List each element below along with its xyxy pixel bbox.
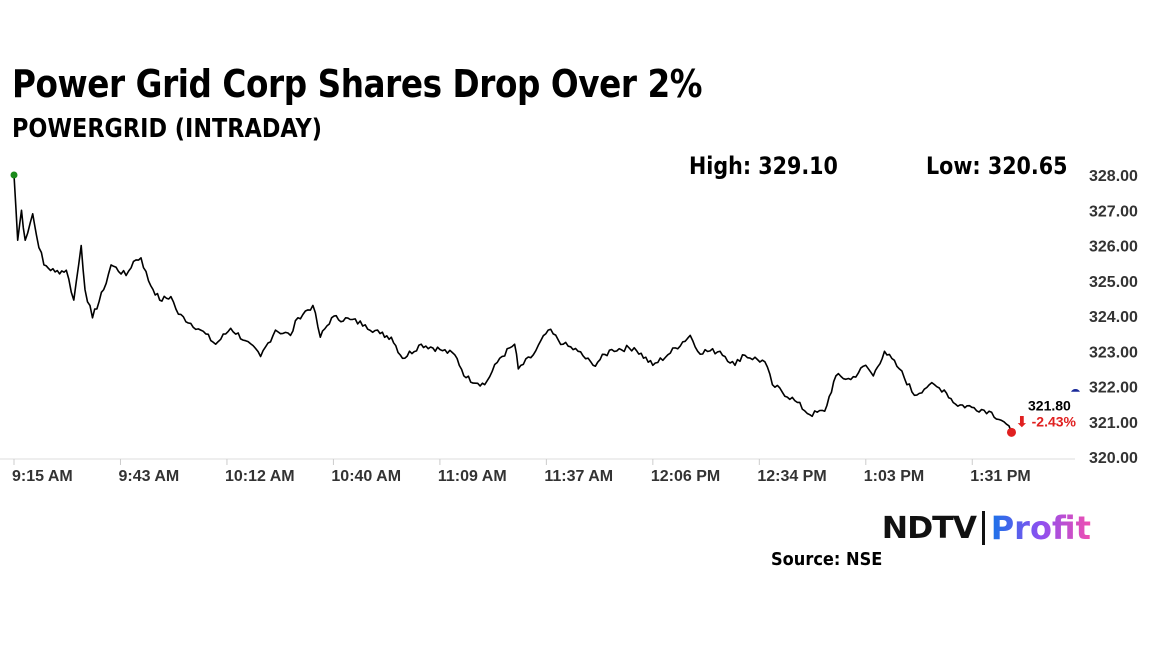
logo-ndtv: NDTV	[881, 510, 977, 546]
y-tick-label: 321.00	[1089, 415, 1138, 432]
source-label: Source: NSE	[771, 549, 883, 570]
x-tick-label: 10:40 AM	[331, 468, 401, 485]
logo-profit: Profit	[990, 509, 1091, 547]
y-tick-label: 326.00	[1089, 239, 1138, 256]
price-chart: 9:15 AM 9:43 AM 10:12 AM 10:40 AM 11:09 AM 11…	[0, 168, 1138, 485]
chart-subtitle: POWERGRID (INTRADAY)	[12, 114, 322, 144]
x-tick-label: 12:34 PM	[757, 468, 826, 485]
x-tick-label: 9:15 AM	[12, 468, 73, 485]
change-percent-label: ⬇ -2.43%	[1016, 413, 1077, 429]
x-tick-label: 11:37 AM	[544, 468, 613, 485]
reference-marker	[1071, 388, 1080, 392]
y-tick-label: 323.00	[1089, 344, 1138, 361]
y-tick-label: 322.00	[1089, 380, 1138, 397]
y-tick-label: 324.00	[1089, 309, 1138, 326]
end-point-marker	[1006, 427, 1016, 437]
x-tick-label: 11:09 AM	[438, 468, 507, 485]
high-label: High: 329.10	[689, 152, 838, 180]
x-tick-label: 9:43 AM	[118, 468, 179, 485]
start-point-marker	[10, 171, 18, 179]
price-line	[13, 174, 1013, 433]
logo-divider	[981, 511, 985, 545]
x-tick-label: 1:31 PM	[970, 468, 1030, 485]
low-label: Low: 320.65	[926, 152, 1068, 180]
x-tick-label: 1:03 PM	[864, 468, 924, 485]
last-price-label: 321.80	[1028, 397, 1071, 413]
y-tick-label: 320.00	[1089, 450, 1138, 467]
y-tick-label: 327.00	[1089, 203, 1138, 220]
y-tick-label: 328.00	[1089, 168, 1138, 185]
x-tick-label: 10:12 AM	[225, 468, 295, 485]
y-tick-label: 325.00	[1089, 274, 1138, 291]
chart-title: Power Grid Corp Shares Drop Over 2%	[12, 62, 703, 106]
ndtv-profit-logo: NDTV Profit	[881, 509, 1091, 547]
x-tick-label: 12:06 PM	[651, 468, 720, 485]
